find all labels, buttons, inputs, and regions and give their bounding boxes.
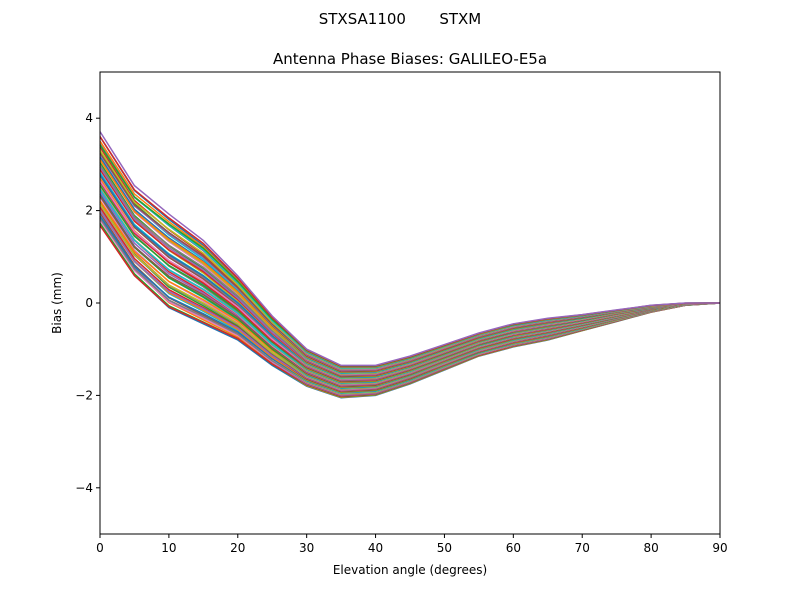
x-tick-label: 70 bbox=[575, 541, 590, 555]
x-tick-label: 90 bbox=[712, 541, 727, 555]
x-axis-label: Elevation angle (degrees) bbox=[333, 563, 487, 577]
y-tick-label: −2 bbox=[75, 388, 93, 402]
chart-title: Antenna Phase Biases: GALILEO-E5a bbox=[273, 50, 547, 68]
y-tick-label: 0 bbox=[85, 296, 93, 310]
x-tick-label: 10 bbox=[161, 541, 176, 555]
x-tick-label: 0 bbox=[96, 541, 104, 555]
x-tick-label: 80 bbox=[643, 541, 658, 555]
y-axis: −4 −2 0 2 4 bbox=[75, 111, 100, 495]
y-tick-label: 4 bbox=[85, 111, 93, 125]
y-tick-label: −4 bbox=[75, 481, 93, 495]
chart-suptitle: STXSA1100 STXM bbox=[319, 10, 481, 28]
series-lines bbox=[99, 131, 721, 399]
x-tick-label: 20 bbox=[230, 541, 245, 555]
series-line bbox=[99, 131, 720, 367]
x-tick-label: 60 bbox=[506, 541, 521, 555]
x-tick-label: 40 bbox=[368, 541, 383, 555]
x-tick-label: 50 bbox=[437, 541, 452, 555]
x-tick-label: 30 bbox=[299, 541, 314, 555]
y-tick-label: 2 bbox=[85, 204, 93, 218]
x-axis: 0 10 20 30 40 50 60 70 80 90 bbox=[96, 534, 728, 555]
y-axis-label: Bias (mm) bbox=[50, 272, 64, 334]
